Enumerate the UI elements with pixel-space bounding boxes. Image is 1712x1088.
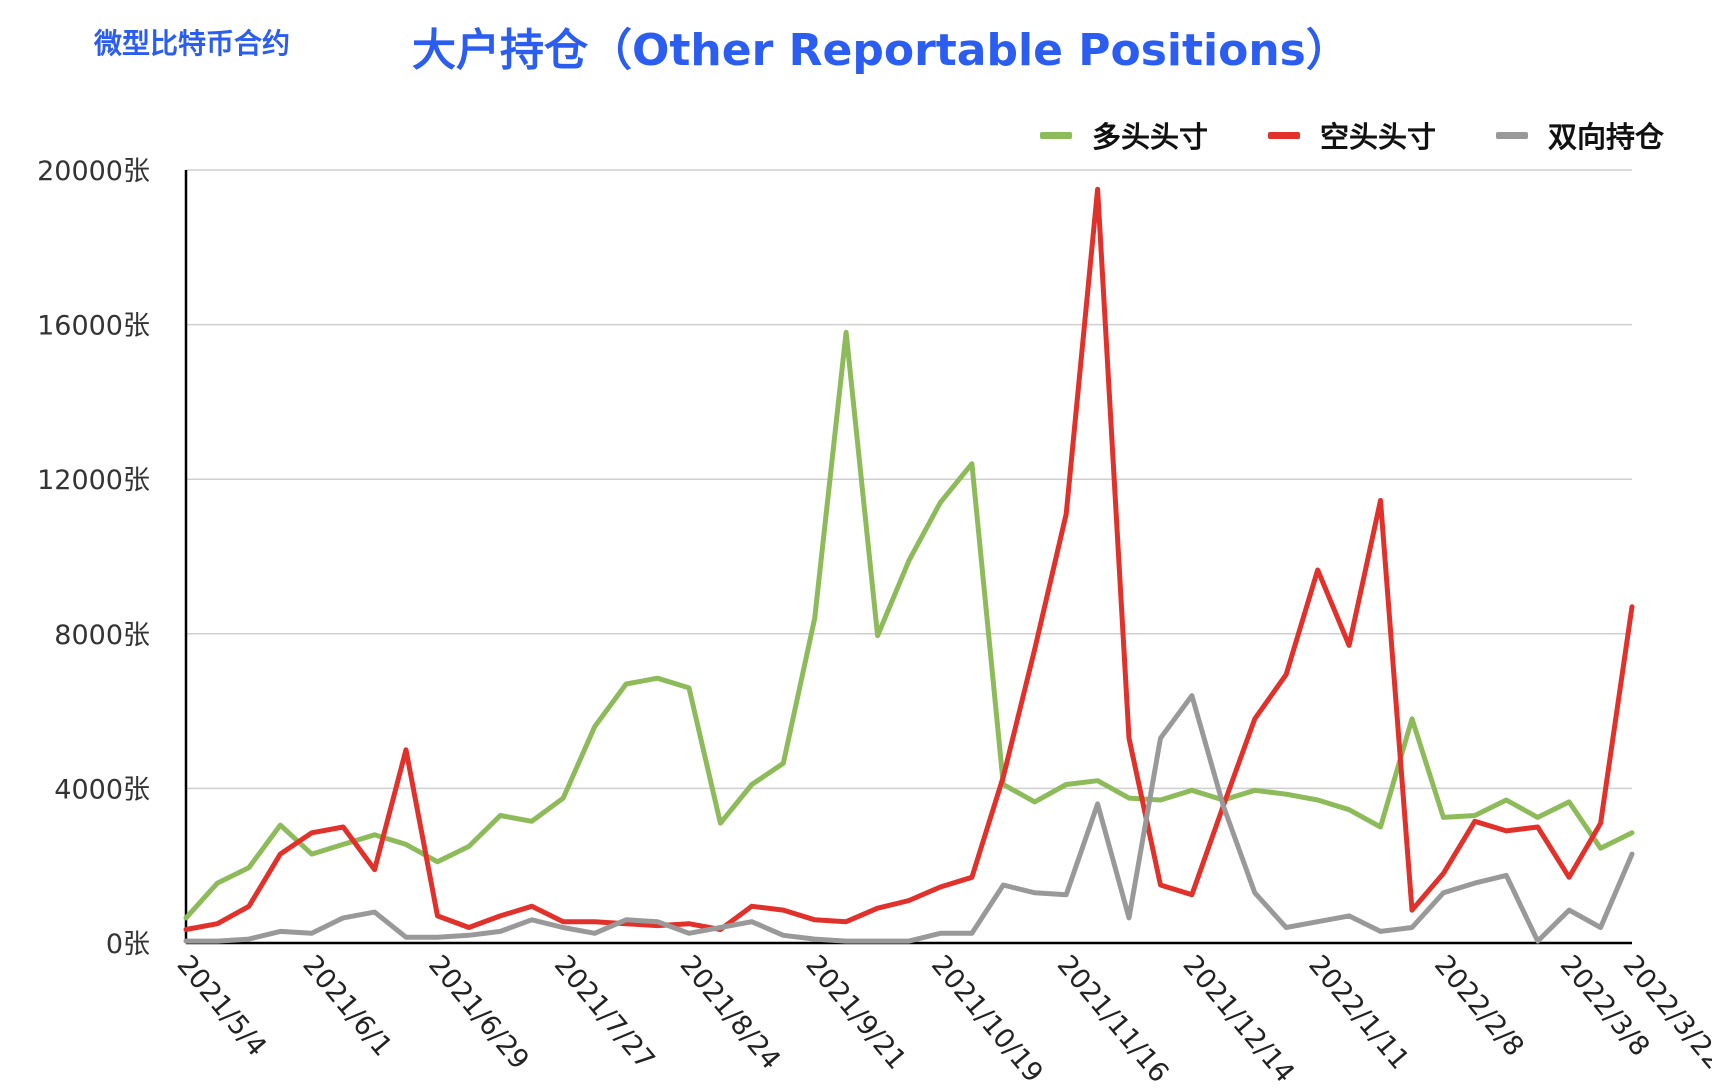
legend-label-long: 多头头寸 — [1092, 120, 1209, 154]
legend-item-spread: 双向持仓 — [1496, 114, 1664, 156]
legend-swatch-short — [1268, 131, 1301, 139]
x-tick-label: 2021/8/24 — [674, 950, 787, 1076]
y-tick-label: 20000张 — [37, 156, 150, 187]
legend-label-spread: 双向持仓 — [1548, 120, 1665, 154]
x-tick-label: 2021/7/27 — [548, 950, 661, 1076]
x-tick-label: 2021/9/21 — [799, 950, 912, 1076]
x-tick-label: 2022/2/8 — [1428, 950, 1530, 1063]
x-axis-ticks: 2021/5/4 2021/6/1 2021/6/29 2021/7/27 2021/8… — [171, 950, 1712, 1088]
y-tick-label: 0张 — [106, 929, 150, 960]
y-axis-ticks: 0张 4000张 8000张 12000张 16000张 20000张 — [37, 156, 150, 960]
x-tick-label: 2021/6/29 — [422, 950, 535, 1076]
series-line-2 — [183, 693, 1635, 944]
y-tick-label: 8000张 — [54, 620, 150, 651]
legend-swatch-long — [1040, 131, 1072, 139]
x-tick-label: 2021/11/16 — [1051, 950, 1175, 1088]
x-tick-label: 2022/1/11 — [1302, 950, 1415, 1076]
x-tick-label: 2021/10/19 — [925, 950, 1049, 1088]
series-line-1 — [183, 186, 1635, 932]
x-tick-label: 2021/5/4 — [171, 950, 273, 1063]
series-lines — [183, 186, 1635, 944]
legend-label-short: 空头头寸 — [1320, 120, 1437, 154]
series-line-0 — [183, 329, 1635, 921]
x-tick-label: 2021/6/1 — [296, 950, 398, 1063]
legend-item-long: 多头头寸 — [1040, 114, 1208, 156]
gridlines — [186, 169, 1632, 790]
x-tick-label: 2021/12/14 — [1177, 950, 1301, 1088]
chart-legend: 多头头寸 空头头寸 双向持仓 — [1040, 114, 1664, 156]
legend-item-short: 空头头寸 — [1268, 114, 1436, 156]
chart-title: 大户持仓（Other Reportable Positions） — [412, 25, 1350, 76]
y-tick-label: 12000张 — [37, 465, 150, 496]
y-tick-label: 4000张 — [54, 774, 150, 805]
chart-subtitle: 微型比特币合约 — [94, 27, 291, 60]
legend-swatch-spread — [1496, 131, 1529, 139]
y-tick-label: 16000张 — [37, 311, 150, 342]
